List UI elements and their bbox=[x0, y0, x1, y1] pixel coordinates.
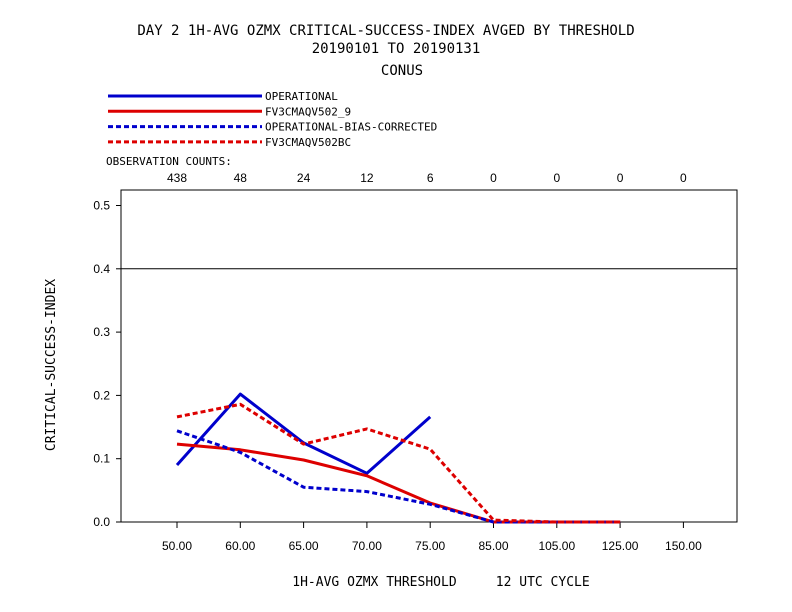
y-tick-label: 0.3 bbox=[93, 325, 110, 339]
x-axis-ticks: 50.00 60.00 65.00 70.00 75.00 85.00 105.00 125.… bbox=[162, 522, 702, 553]
series-lines bbox=[175, 392, 621, 524]
x-tick-label: 50.00 bbox=[162, 539, 192, 553]
x-tick-label: 105.00 bbox=[538, 539, 575, 553]
x-tick-label: 65.00 bbox=[289, 539, 319, 553]
y-tick-label: 0.1 bbox=[93, 452, 110, 466]
x-tick-label: 70.00 bbox=[352, 539, 382, 553]
observation-count: 0 bbox=[490, 171, 497, 185]
x-axis-label: 1H-AVG OZMX THRESHOLD 12 UTC CYCLE bbox=[292, 575, 589, 590]
plot-frame bbox=[120, 189, 738, 523]
y-axis-ticks: 0.0 0.1 0.2 0.3 0.4 0.5 bbox=[93, 199, 737, 529]
chart-subtitle-dates: 20190101 TO 20190131 bbox=[312, 41, 481, 57]
observation-counts: 438 48 24 12 6 0 0 0 0 bbox=[167, 171, 687, 185]
legend: OPERATIONAL FV3CMAQV502_9 OPERATIONAL-BIAS… bbox=[108, 90, 437, 149]
observation-count: 0 bbox=[680, 171, 687, 185]
observation-count: 0 bbox=[553, 171, 560, 185]
observation-count: 12 bbox=[360, 171, 374, 185]
x-tick-label: 125.00 bbox=[602, 539, 639, 553]
series-line bbox=[176, 402, 621, 524]
y-tick-label: 0.4 bbox=[93, 262, 110, 276]
x-tick-label: 150.00 bbox=[665, 539, 702, 553]
y-axis-label: CRITICAL-SUCCESS-INDEX bbox=[44, 279, 59, 451]
observation-count: 24 bbox=[297, 171, 311, 185]
observation-count: 438 bbox=[167, 171, 187, 185]
legend-label: OPERATIONAL-BIAS-CORRECTED bbox=[265, 121, 437, 134]
chart-subtitle-region: CONUS bbox=[381, 63, 423, 79]
legend-label: FV3CMAQV502BC bbox=[265, 136, 351, 149]
chart-title: DAY 2 1H-AVG OZMX CRITICAL-SUCCESS-INDEX… bbox=[137, 23, 634, 39]
series-line bbox=[176, 442, 621, 524]
observation-count: 48 bbox=[234, 171, 248, 185]
legend-label: OPERATIONAL bbox=[265, 90, 338, 103]
x-tick-label: 60.00 bbox=[225, 539, 255, 553]
x-tick-label: 85.00 bbox=[478, 539, 508, 553]
legend-label: FV3CMAQV502_9 bbox=[265, 105, 351, 118]
y-tick-label: 0.0 bbox=[93, 515, 110, 529]
y-tick-label: 0.2 bbox=[93, 388, 110, 402]
observation-count: 0 bbox=[617, 171, 624, 185]
observation-count: 6 bbox=[427, 171, 434, 185]
x-tick-label: 75.00 bbox=[415, 539, 445, 553]
y-tick-label: 0.5 bbox=[93, 199, 110, 213]
observation-counts-label: OBSERVATION COUNTS: bbox=[106, 155, 232, 168]
